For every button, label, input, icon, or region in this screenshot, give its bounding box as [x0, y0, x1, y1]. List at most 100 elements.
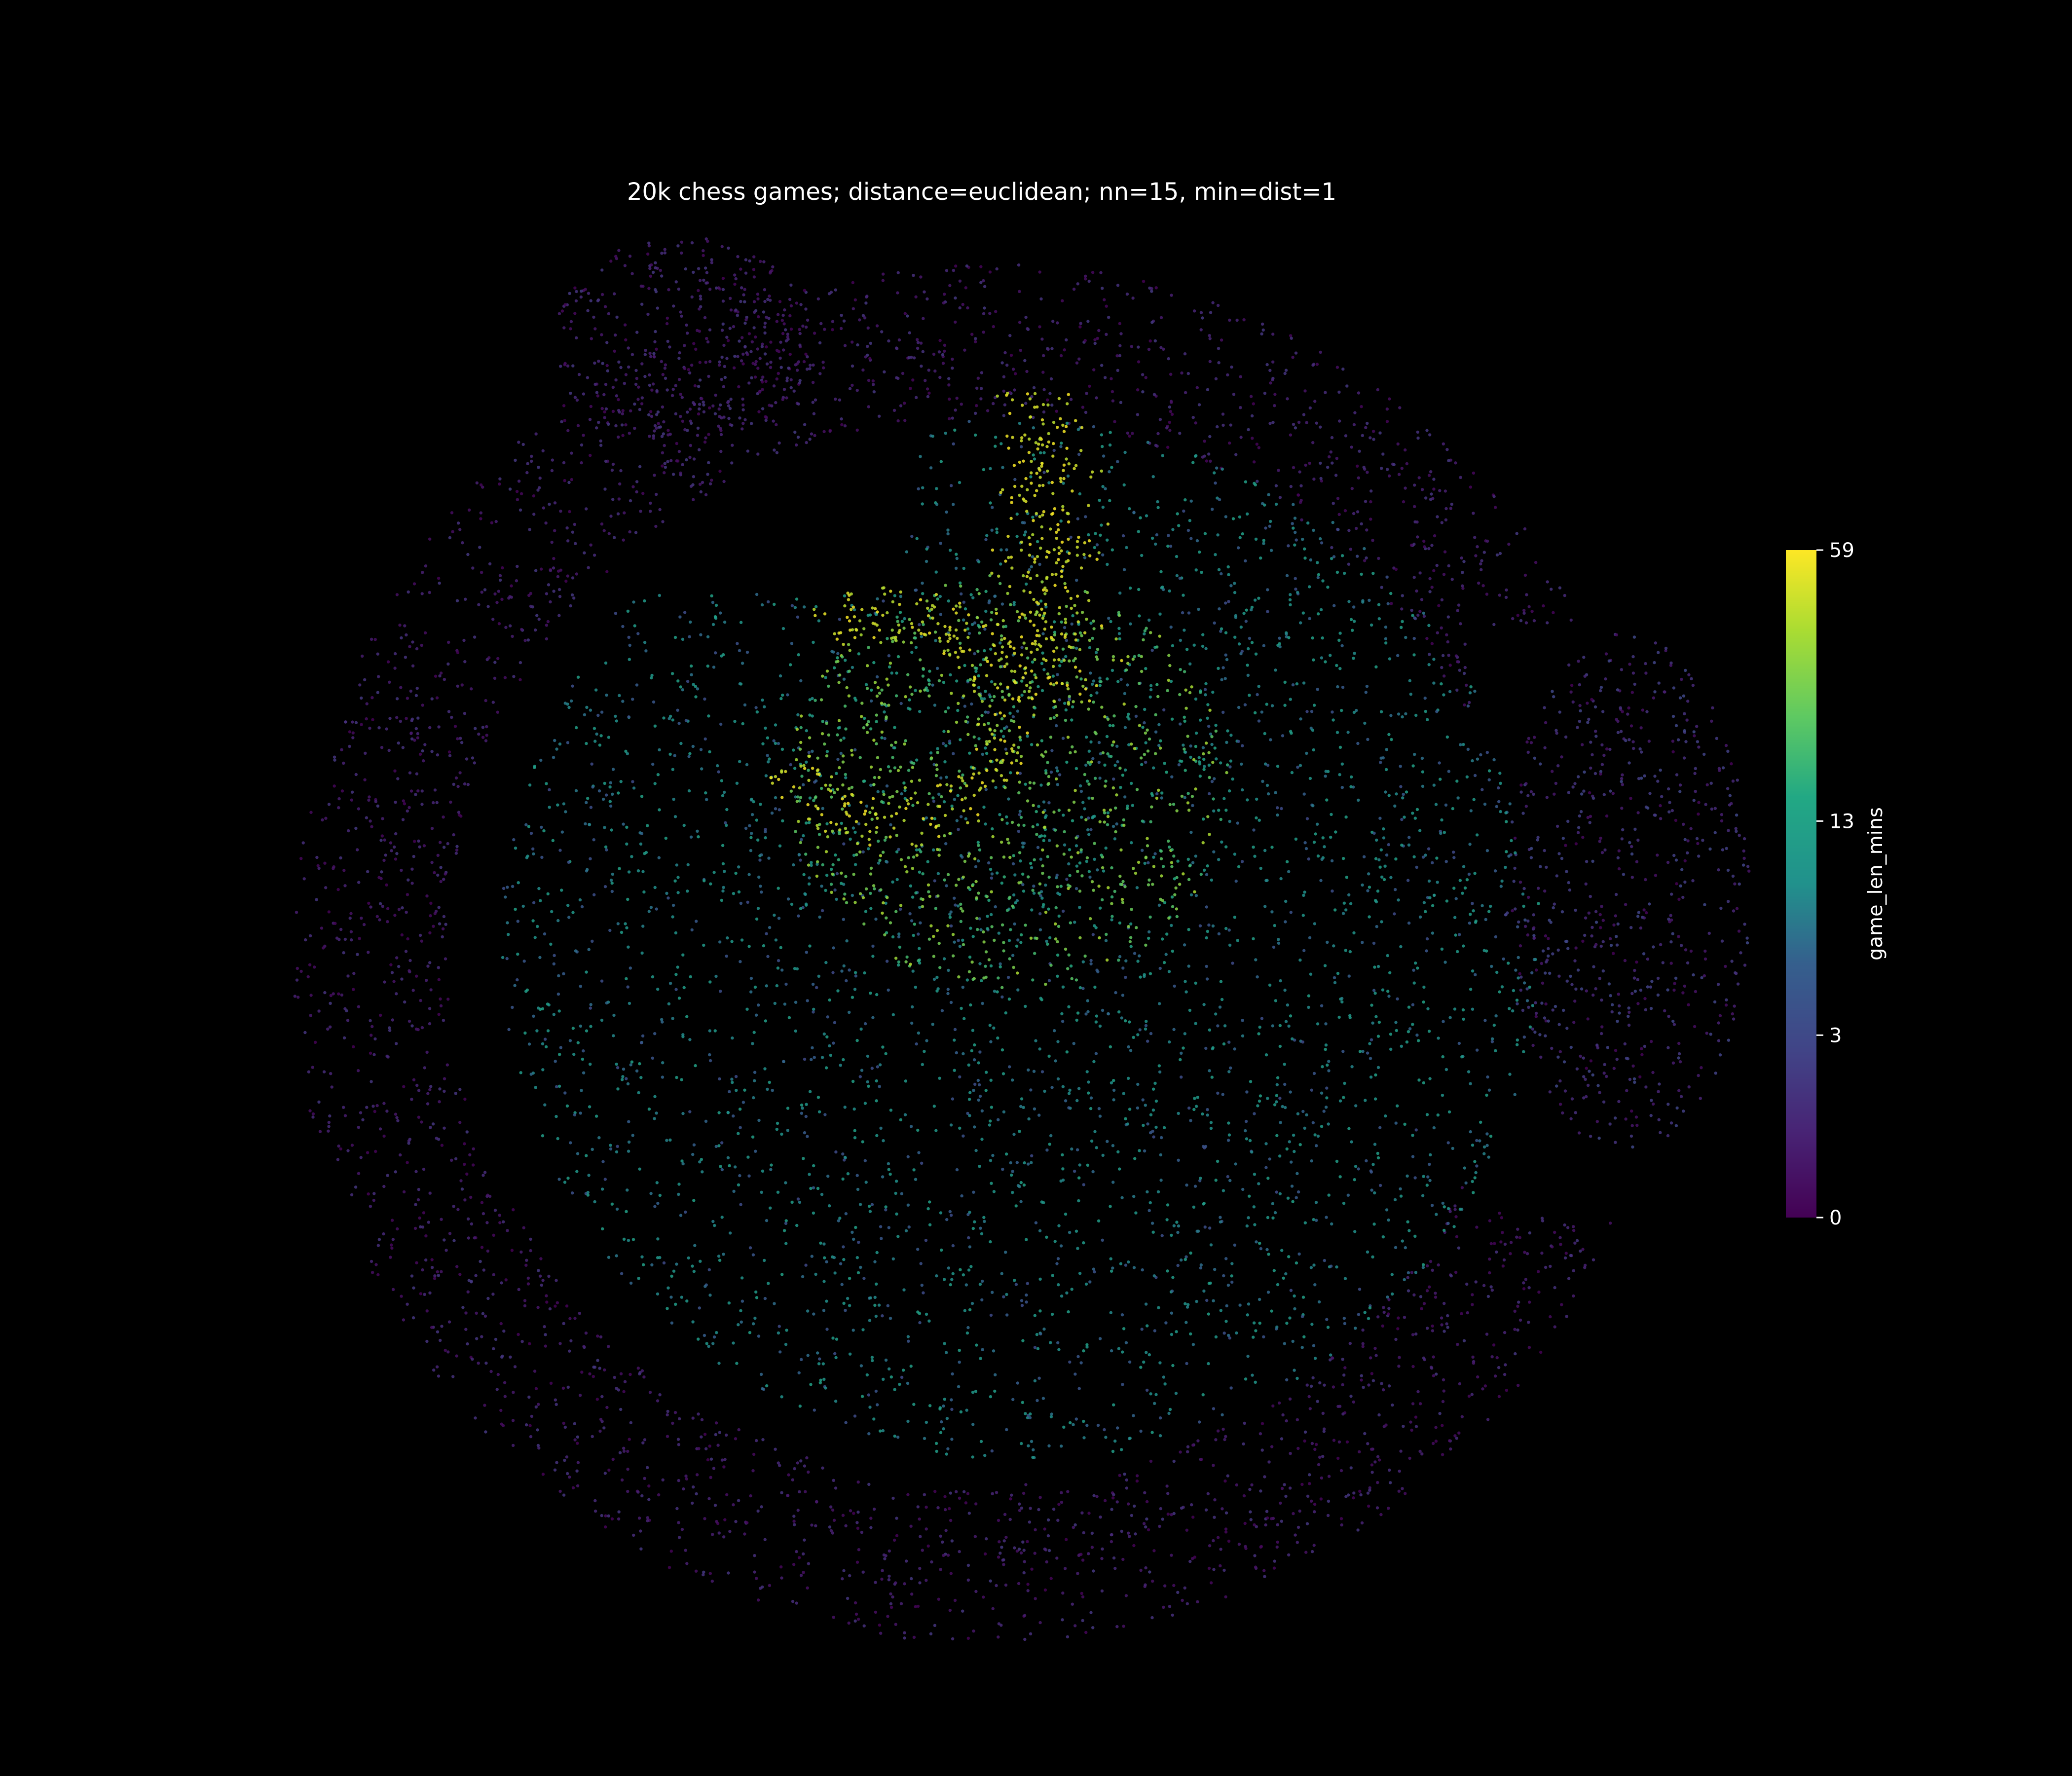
- scatter-point: [1617, 849, 1621, 852]
- scatter-point: [1160, 1234, 1164, 1237]
- scatter-point: [1216, 303, 1220, 307]
- scatter-point: [600, 268, 604, 272]
- scatter-point: [1141, 390, 1145, 394]
- scatter-point: [984, 788, 988, 791]
- scatter-point: [1208, 792, 1211, 796]
- scatter-point: [1292, 1512, 1295, 1516]
- scatter-point: [458, 1273, 462, 1276]
- scatter-point: [763, 299, 767, 303]
- scatter-point: [557, 312, 561, 315]
- scatter-point: [517, 1288, 520, 1291]
- scatter-point: [1365, 556, 1368, 560]
- scatter-point: [1540, 1001, 1544, 1005]
- scatter-point: [718, 360, 721, 364]
- scatter-point: [1657, 651, 1660, 654]
- scatter-point: [607, 1514, 610, 1517]
- scatter-point: [1276, 1540, 1279, 1544]
- scatter-point: [1046, 1518, 1050, 1522]
- scatter-point: [1211, 924, 1215, 928]
- scatter-point: [1199, 1266, 1203, 1270]
- scatter-point: [1101, 444, 1104, 448]
- scatter-point: [796, 713, 800, 717]
- scatter-point: [485, 1221, 489, 1224]
- scatter-point: [406, 893, 409, 896]
- scatter-point: [1527, 895, 1530, 899]
- scatter-point: [1358, 449, 1361, 453]
- scatter-point: [463, 1142, 466, 1146]
- scatter-point: [1525, 987, 1529, 991]
- scatter-point: [1471, 1293, 1474, 1296]
- scatter-point: [450, 511, 454, 515]
- scatter-point: [861, 314, 865, 317]
- scatter-point: [1685, 718, 1689, 722]
- scatter-point: [637, 385, 640, 389]
- scatter-point: [592, 554, 596, 557]
- scatter-point: [764, 418, 768, 422]
- scatter-point: [1364, 426, 1368, 429]
- scatter-point: [576, 1435, 580, 1439]
- scatter-point: [861, 1570, 865, 1574]
- scatter-point: [1022, 1549, 1026, 1552]
- scatter-point: [1412, 1293, 1416, 1296]
- scatter-point: [317, 1100, 321, 1104]
- scatter-point: [1337, 390, 1341, 394]
- scatter-point: [719, 429, 723, 432]
- scatter-point: [1336, 685, 1339, 689]
- scatter-point: [444, 923, 447, 926]
- scatter-point: [404, 656, 407, 659]
- scatter-point: [1522, 904, 1525, 908]
- scatter-point: [980, 1298, 984, 1302]
- scatter-point: [580, 443, 584, 447]
- scatter-point: [1468, 922, 1472, 925]
- scatter-point: [1462, 1017, 1465, 1021]
- scatter-point: [587, 566, 590, 569]
- scatter-point: [1047, 801, 1051, 805]
- scatter-point: [1164, 953, 1168, 956]
- scatter-point: [1131, 804, 1134, 807]
- scatter-point: [720, 1168, 724, 1172]
- scatter-point: [733, 273, 737, 277]
- scatter-point: [808, 821, 811, 824]
- scatter-point: [848, 1352, 852, 1356]
- scatter-point: [1471, 1144, 1475, 1147]
- scatter-point: [1312, 528, 1315, 532]
- scatter-point: [603, 410, 606, 414]
- scatter-point: [915, 396, 918, 399]
- scatter-point: [420, 803, 424, 806]
- scatter-point: [1258, 1094, 1262, 1098]
- scatter-point: [1204, 682, 1208, 686]
- scatter-point: [443, 1238, 446, 1242]
- scatter-point: [433, 1274, 437, 1278]
- scatter-point: [1410, 1428, 1413, 1432]
- scatter-point: [1428, 577, 1432, 581]
- scatter-point: [1090, 1531, 1094, 1535]
- scatter-point: [1545, 865, 1548, 869]
- scatter-point: [921, 1549, 925, 1552]
- scatter-point: [376, 652, 379, 656]
- scatter-point: [1276, 1283, 1280, 1287]
- scatter-point: [855, 1521, 859, 1524]
- scatter-point: [1312, 1263, 1316, 1267]
- scatter-point: [929, 1632, 933, 1635]
- scatter-point: [651, 270, 655, 274]
- scatter-point: [1188, 1559, 1192, 1563]
- scatter-point: [853, 1619, 857, 1623]
- scatter-point: [1303, 1430, 1307, 1434]
- scatter-point: [681, 953, 685, 957]
- scatter-point: [1110, 390, 1114, 394]
- scatter-point: [768, 295, 771, 298]
- scatter-point: [464, 1328, 468, 1331]
- scatter-point: [1366, 738, 1369, 741]
- scatter-point: [1733, 1004, 1736, 1008]
- scatter-point: [654, 524, 658, 528]
- scatter-point: [634, 382, 638, 386]
- scatter-point: [812, 1010, 815, 1014]
- scatter-point: [1450, 502, 1453, 506]
- scatter-point: [1394, 1246, 1398, 1249]
- scatter-point: [918, 906, 922, 909]
- scatter-point: [1432, 487, 1436, 491]
- scatter-point: [812, 363, 815, 367]
- scatter-point: [692, 498, 695, 501]
- scatter-point: [896, 419, 900, 423]
- scatter-point: [1234, 453, 1238, 456]
